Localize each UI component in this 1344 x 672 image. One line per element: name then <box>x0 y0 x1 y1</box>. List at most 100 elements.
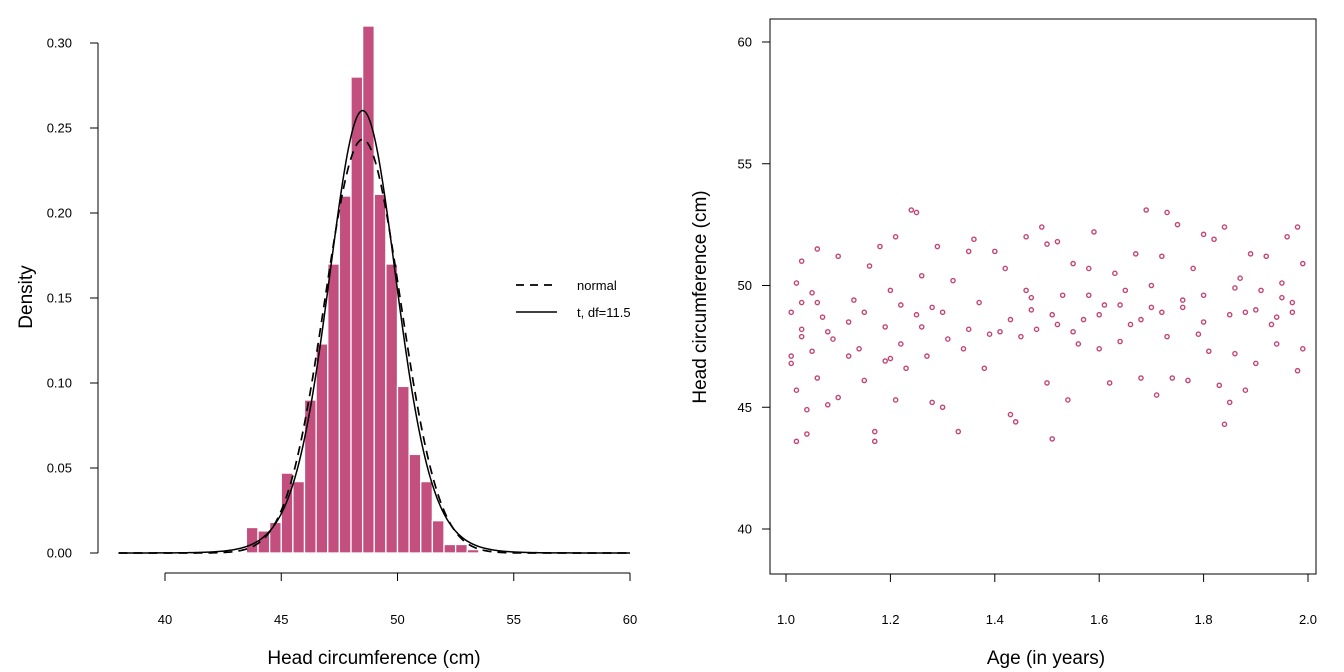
scatter-point-89 <box>1185 377 1191 384</box>
scatter-point-56 <box>1028 294 1035 301</box>
scatter-point-81 <box>1148 304 1155 311</box>
legend: normal t, df=11.5 <box>516 278 631 320</box>
histogram-bar-11 <box>373 193 387 554</box>
legend-normal-label: normal <box>577 278 617 293</box>
x-axis-label: Head circumference (cm) <box>267 648 480 669</box>
histogram-bar-5 <box>303 399 317 554</box>
scatter-point-125 <box>918 324 925 330</box>
x-tick-label: 1.6 <box>1090 612 1108 627</box>
x-tick-label: 45 <box>274 612 288 627</box>
scatter-point-87 <box>1174 221 1181 228</box>
scatter-point-38 <box>929 399 935 406</box>
scatter-point-68 <box>1080 316 1087 323</box>
scatter-point-123 <box>882 358 888 364</box>
scatter-point-139 <box>1226 311 1233 318</box>
scatter-point-140 <box>1253 307 1259 313</box>
x-tick-label: 55 <box>507 612 521 627</box>
scatter-point-90 <box>1190 265 1196 272</box>
x-tick-label: 60 <box>623 612 637 627</box>
scatter-point-127 <box>965 326 972 333</box>
scatter-point-6 <box>798 299 805 306</box>
histogram-bar-13 <box>396 385 410 554</box>
x-tick-label: 40 <box>158 612 172 627</box>
t-density-curve <box>118 109 630 554</box>
histogram-bar-15 <box>420 480 434 554</box>
scatter-point-91 <box>1195 331 1202 338</box>
scatter-point-131 <box>1054 321 1061 328</box>
scatter-point-23 <box>866 263 873 269</box>
scatter-point-33 <box>908 207 915 213</box>
scatter-point-103 <box>1242 387 1249 394</box>
scatter-point-82 <box>1153 392 1160 398</box>
scatter-point-61 <box>1049 436 1056 442</box>
scatter-point-124 <box>898 341 904 347</box>
x-tick-label: 2.0 <box>1299 612 1317 627</box>
scatter-point-24 <box>871 428 878 435</box>
scatter-point-130 <box>1028 307 1035 313</box>
scatter-point-47 <box>976 299 982 306</box>
scatter-point-39 <box>934 243 941 250</box>
scatter-point-37 <box>924 353 930 359</box>
scatter-point-53 <box>1012 419 1019 425</box>
scatter-point-135 <box>1138 316 1144 323</box>
scatter-point-78 <box>1132 251 1139 257</box>
scatter-point-35 <box>913 311 920 318</box>
scatter-point-74 <box>1112 270 1118 277</box>
scatter-point-19 <box>845 319 852 325</box>
scatter-point-71 <box>1096 346 1102 352</box>
scatter-point-12 <box>814 246 821 252</box>
scatter-point-66 <box>1070 260 1076 267</box>
scatter-point-109 <box>1273 341 1280 347</box>
scatter-point-32 <box>903 365 909 372</box>
histogram-bar-2 <box>268 521 282 554</box>
scatter-point-149 <box>1232 285 1238 291</box>
scatter-point-136 <box>1159 309 1165 316</box>
scatter-point-36 <box>918 272 925 279</box>
scatter-point-99 <box>1226 399 1233 406</box>
scatter-point-79 <box>1138 375 1144 381</box>
y-axis: 0.00 0.05 0.10 0.15 0.20 0.25 0.30 <box>47 36 99 561</box>
y-tick-label: 0.30 <box>47 36 72 51</box>
scatter-point-95 <box>1211 236 1217 243</box>
scatter-point-93 <box>1200 292 1207 299</box>
scatter-point-148 <box>1148 282 1155 289</box>
x-tick-label: 1.2 <box>881 612 899 627</box>
density-curves <box>118 109 630 554</box>
scatter-point-143 <box>814 299 821 306</box>
scatter-point-132 <box>1070 328 1076 335</box>
y-tick-label: 40 <box>738 522 752 537</box>
histogram-bar-3 <box>280 472 294 554</box>
scatter-point-141 <box>1273 314 1280 320</box>
scatter-point-34 <box>913 209 920 216</box>
y-tick-label: 0.10 <box>47 376 72 391</box>
scatter-point-88 <box>1179 297 1186 303</box>
scatter-point-3 <box>793 387 800 394</box>
scatter-point-51 <box>1002 265 1009 272</box>
histogram-bar-14 <box>408 453 422 554</box>
scatter-point-102 <box>1242 309 1249 316</box>
scatter-point-16 <box>830 336 836 342</box>
scatter-point-26 <box>877 243 883 250</box>
y-tick-label: 0.15 <box>47 291 72 306</box>
scatter-point-83 <box>1159 253 1165 260</box>
scatter-point-63 <box>1054 238 1061 245</box>
legend-t-label: t, df=11.5 <box>577 305 631 320</box>
scatter-panel: 1.0 1.2 1.4 1.6 1.8 2.0 40 45 50 55 60 Age (in ye… <box>690 18 1317 669</box>
scatter-point-18 <box>835 394 842 401</box>
scatter-point-73 <box>1106 380 1113 386</box>
scatter-point-77 <box>1127 321 1134 328</box>
scatter-point-5 <box>798 258 805 264</box>
scatter-point-44 <box>960 346 967 352</box>
scatter-point-97 <box>1221 224 1228 230</box>
scatter-point-137 <box>1179 304 1186 311</box>
scatter-point-7 <box>798 326 805 333</box>
scatter-point-9 <box>804 406 810 413</box>
histogram-bar-12 <box>385 263 399 554</box>
scatter-point-58 <box>1038 224 1045 230</box>
scatter-point-75 <box>1117 338 1123 345</box>
scatter-point-8 <box>804 431 810 437</box>
x-tick-label: 1.8 <box>1195 612 1213 627</box>
scatter-point-113 <box>1289 309 1296 316</box>
scatter-point-76 <box>1122 287 1129 294</box>
scatter-point-96 <box>1216 382 1223 389</box>
